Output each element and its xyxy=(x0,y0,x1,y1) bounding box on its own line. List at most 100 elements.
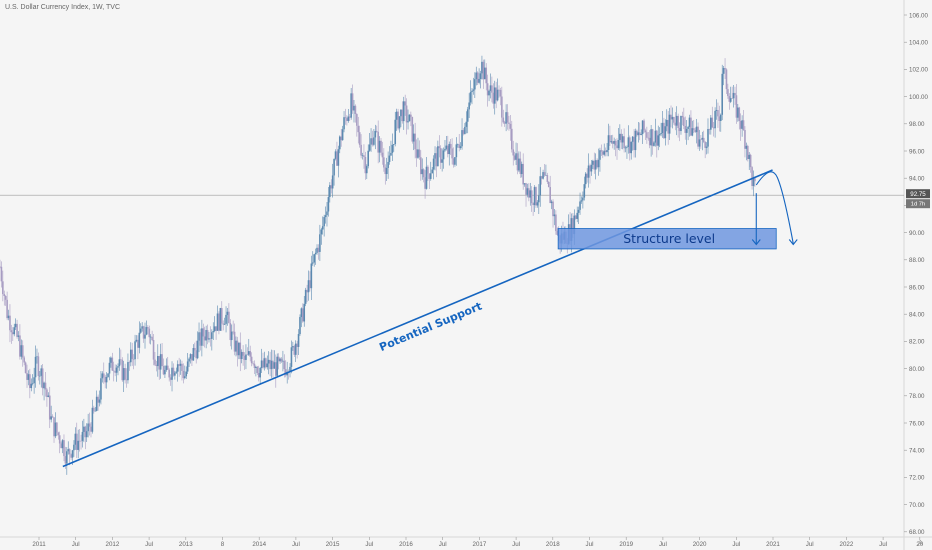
scale-settings-icon[interactable]: A xyxy=(918,539,923,547)
candle-body xyxy=(387,161,389,168)
candle-body xyxy=(640,134,642,136)
candle-body xyxy=(664,126,667,139)
candle-body xyxy=(275,362,277,376)
candle-body xyxy=(472,89,475,91)
candle-body xyxy=(327,197,330,212)
candle-body xyxy=(704,141,706,148)
candle-body xyxy=(435,153,438,167)
candle-body xyxy=(745,145,748,149)
y-tick-label: 98.00 xyxy=(909,121,925,128)
candle-body xyxy=(576,212,578,219)
candle-body xyxy=(85,431,88,438)
candle-body xyxy=(738,107,741,122)
candle-body xyxy=(280,358,283,362)
candle-body xyxy=(269,359,271,370)
candle-body xyxy=(383,157,385,168)
candle-body xyxy=(279,358,281,362)
candle-body xyxy=(246,354,249,356)
candle-body xyxy=(336,151,338,166)
x-tick-label: 2012 xyxy=(106,541,120,548)
candle-body xyxy=(358,132,361,145)
candle-body xyxy=(159,354,162,370)
candle-body xyxy=(613,140,615,144)
candle-body xyxy=(142,326,145,339)
candle-body xyxy=(684,126,687,133)
candle-body xyxy=(58,435,61,444)
candle-body xyxy=(175,371,178,373)
candle-body xyxy=(284,369,287,376)
candle-body xyxy=(617,140,620,149)
candle-body xyxy=(321,226,324,230)
candle-body xyxy=(616,145,618,149)
candle-body xyxy=(705,146,708,148)
candle-body xyxy=(347,116,350,121)
candle-body xyxy=(196,340,199,359)
candle-body xyxy=(77,440,79,450)
candle-body xyxy=(619,133,621,141)
candle-body xyxy=(456,144,459,145)
candle-body xyxy=(169,377,172,380)
candle-body xyxy=(458,144,460,149)
candle-body xyxy=(128,362,131,363)
candle-body xyxy=(44,382,47,390)
candle-body xyxy=(137,339,139,348)
candle-body xyxy=(97,396,99,403)
candle-body xyxy=(87,423,89,432)
candle-body xyxy=(195,350,197,359)
candle-body xyxy=(365,166,368,174)
candle-body xyxy=(542,172,544,179)
x-tick-label: 2015 xyxy=(326,541,340,548)
candle-body xyxy=(661,122,664,134)
candle-body xyxy=(476,72,479,83)
candle-body xyxy=(174,372,176,376)
x-tick-label: 2018 xyxy=(546,541,560,548)
candle-body xyxy=(314,252,317,255)
candle-body xyxy=(513,155,516,160)
candle-body xyxy=(529,190,532,198)
candle-body xyxy=(452,158,455,165)
candle-body xyxy=(680,116,682,132)
candle-body xyxy=(75,433,78,450)
candle-body xyxy=(27,374,30,380)
x-tick-label: 2013 xyxy=(179,541,193,548)
candle-body xyxy=(404,101,406,106)
candle-body xyxy=(209,338,212,339)
candle-body xyxy=(475,72,478,80)
candle-body xyxy=(663,122,665,139)
x-tick-label: 2021 xyxy=(766,541,780,548)
x-tick-label: Jul xyxy=(292,541,300,548)
candle-body xyxy=(410,114,412,117)
candle-body xyxy=(532,203,534,206)
candle-body xyxy=(471,90,473,93)
candle-body xyxy=(84,426,87,438)
candle-body xyxy=(176,364,179,372)
candle-body xyxy=(240,351,243,360)
x-tick-label: 2020 xyxy=(693,541,707,548)
candle-body xyxy=(746,145,749,160)
candle-body xyxy=(425,166,428,189)
x-tick-label: 2011 xyxy=(32,541,46,548)
structure-label: Structure level xyxy=(623,231,715,246)
candle-body xyxy=(402,101,405,122)
candle-body xyxy=(751,167,753,187)
candle-body xyxy=(164,369,166,375)
candle-body xyxy=(405,105,408,123)
candle-body xyxy=(482,61,485,80)
candle-body xyxy=(299,317,301,335)
structure-zone[interactable] xyxy=(557,228,777,250)
candle-body xyxy=(47,395,50,397)
candle-body xyxy=(395,111,398,120)
candle-body xyxy=(226,311,229,315)
candle-body xyxy=(185,371,188,377)
candle-body xyxy=(88,423,91,427)
candle-body xyxy=(702,137,705,142)
support-trendline[interactable] xyxy=(62,169,773,468)
candle-body xyxy=(502,117,505,123)
candle-body xyxy=(530,190,533,204)
candle-body xyxy=(610,141,613,143)
candle-body xyxy=(728,96,731,102)
candle-body xyxy=(695,126,698,133)
candle-body xyxy=(688,117,691,127)
candle-body xyxy=(481,61,483,74)
